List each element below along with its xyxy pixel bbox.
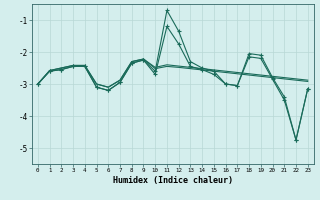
X-axis label: Humidex (Indice chaleur): Humidex (Indice chaleur) bbox=[113, 176, 233, 185]
